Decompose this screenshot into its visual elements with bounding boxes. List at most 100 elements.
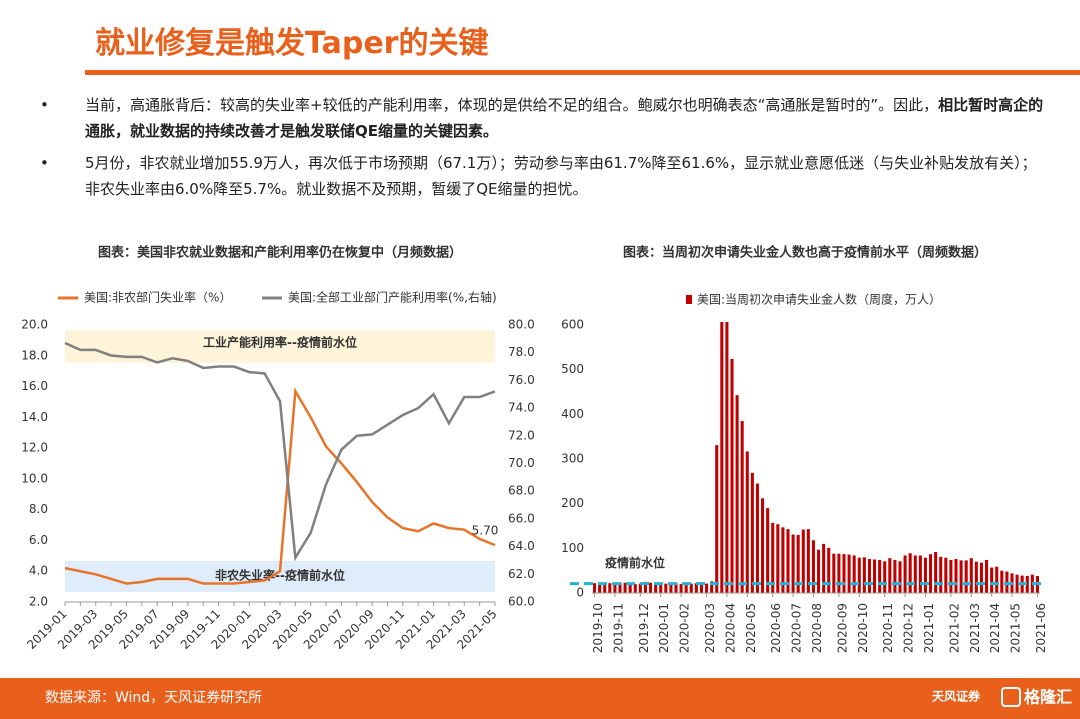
x-tick-label: 2021-03	[968, 603, 982, 653]
bar	[827, 547, 831, 593]
bar	[934, 551, 938, 593]
x-tick-label: 2020-11	[881, 603, 895, 653]
x-tick-label: 2020-09	[835, 603, 849, 653]
x-tick-label: 2019-10	[591, 603, 605, 653]
bar	[608, 583, 612, 593]
y2-tick-label: 78.0	[508, 345, 535, 359]
legend-label: 美国:全部工业部门产能利用率(%,右轴)	[288, 290, 497, 305]
bar	[873, 559, 877, 593]
bar	[613, 583, 617, 593]
y-tick-label: 4.0	[29, 564, 48, 578]
bar	[1025, 576, 1029, 593]
bar	[720, 322, 724, 593]
bar	[817, 549, 821, 593]
bar	[598, 583, 602, 593]
bar	[944, 557, 948, 593]
bar	[862, 557, 866, 593]
bullet-text: 5月份，非农就业增加55.9万人，再次低于市场预期（67.1万）；劳动参与率由6…	[85, 154, 1037, 198]
legend-label: 美国:非农部门失业率（%）	[84, 290, 231, 305]
bar	[964, 560, 968, 593]
bar	[684, 583, 688, 593]
bar	[837, 553, 841, 593]
bar	[755, 483, 759, 593]
bar	[786, 529, 790, 593]
y2-tick-label: 80.0	[508, 318, 535, 332]
y-tick-label: 300	[561, 452, 584, 466]
bars	[593, 322, 1039, 593]
bar	[985, 559, 989, 593]
x-tick-label: 2021-06	[1034, 603, 1048, 653]
y-tick-label: 18.0	[21, 348, 48, 362]
x-tick-label: 2020-10	[856, 603, 870, 653]
bar	[705, 583, 709, 593]
x-tick-label: 2021-04	[988, 603, 1002, 653]
bar	[949, 559, 953, 593]
bar	[740, 421, 744, 593]
bar	[776, 524, 780, 593]
bar	[730, 358, 734, 593]
watermark-icon	[1001, 687, 1021, 707]
bar	[669, 583, 673, 593]
x-tick-label: 2020-04	[723, 603, 737, 653]
bar	[898, 561, 902, 593]
bar	[954, 559, 958, 593]
bar	[710, 581, 714, 593]
bar	[867, 559, 871, 593]
reference-label: 疫情前水位	[605, 555, 665, 570]
y-tick-label: 6.0	[29, 533, 48, 547]
y-tick-label: 20.0	[21, 318, 48, 332]
x-tick-label: 2019-12	[637, 603, 651, 653]
bar	[643, 581, 647, 593]
y-tick-label: 2.0	[29, 595, 48, 609]
y-tick-label: 14.0	[21, 410, 48, 424]
bar	[689, 583, 693, 593]
x-tick-label: 2020-02	[678, 603, 692, 653]
x-tick-label: 2020-05	[744, 603, 758, 653]
y2-tick-label: 76.0	[508, 373, 535, 387]
bar	[781, 527, 785, 593]
legend-swatch	[686, 295, 692, 304]
bullet-text: 相比暂时高企的通胀，就业数据的持续改善才是触发联储QE缩量的关键因素。	[85, 96, 1044, 140]
bullet-list: 当前，高通胀背后：较高的失业率+较低的产能利用率，体现的是供给不足的组合。鲍威尔…	[40, 92, 1050, 208]
y-tick-label: 10.0	[21, 471, 48, 485]
x-tick-label: 2021-05	[1009, 603, 1023, 653]
x-tick-label: 2020-06	[769, 603, 783, 653]
bar	[674, 583, 678, 593]
x-tick-label: 2020-12	[902, 603, 916, 653]
line	[64, 341, 496, 562]
bullet: 当前，高通胀背后：较高的失业率+较低的产能利用率，体现的是供给不足的组合。鲍威尔…	[40, 92, 1050, 144]
bar	[623, 582, 627, 593]
bar	[796, 534, 800, 593]
bar	[1000, 570, 1004, 593]
bar	[654, 583, 658, 593]
bar	[832, 553, 836, 593]
x-tick-label: 2020-08	[810, 603, 824, 653]
bar	[761, 498, 765, 593]
annotation: 工业产能利用率--疫情前水位	[203, 335, 357, 350]
annotation: 非农失业率--疫情前水位	[215, 568, 345, 583]
bar	[822, 543, 826, 593]
bar	[990, 567, 994, 593]
y-tick-label: 500	[561, 362, 584, 376]
bar	[974, 561, 978, 593]
bar	[750, 472, 754, 593]
y2-tick-label: 68.0	[508, 484, 535, 498]
x-tick-label: 2019-11	[611, 603, 625, 653]
bar	[852, 555, 856, 593]
bar	[923, 557, 927, 593]
slide-title: 就业修复是触发Taper的关键	[95, 26, 489, 61]
footer-watermark: 格隆汇	[1024, 688, 1072, 707]
bar	[664, 583, 668, 593]
bar	[969, 558, 973, 593]
bar	[771, 522, 775, 593]
bar	[908, 553, 912, 593]
y-tick-label: 200	[561, 496, 584, 510]
y-tick-label: 8.0	[29, 502, 48, 516]
bar	[699, 583, 703, 593]
y-tick-label: 400	[561, 407, 584, 421]
bar	[959, 560, 963, 593]
bullet: 5月份，非农就业增加55.9万人，再次低于市场预期（67.1万）；劳动参与率由6…	[40, 150, 1050, 202]
y2-tick-label: 64.0	[508, 539, 535, 553]
